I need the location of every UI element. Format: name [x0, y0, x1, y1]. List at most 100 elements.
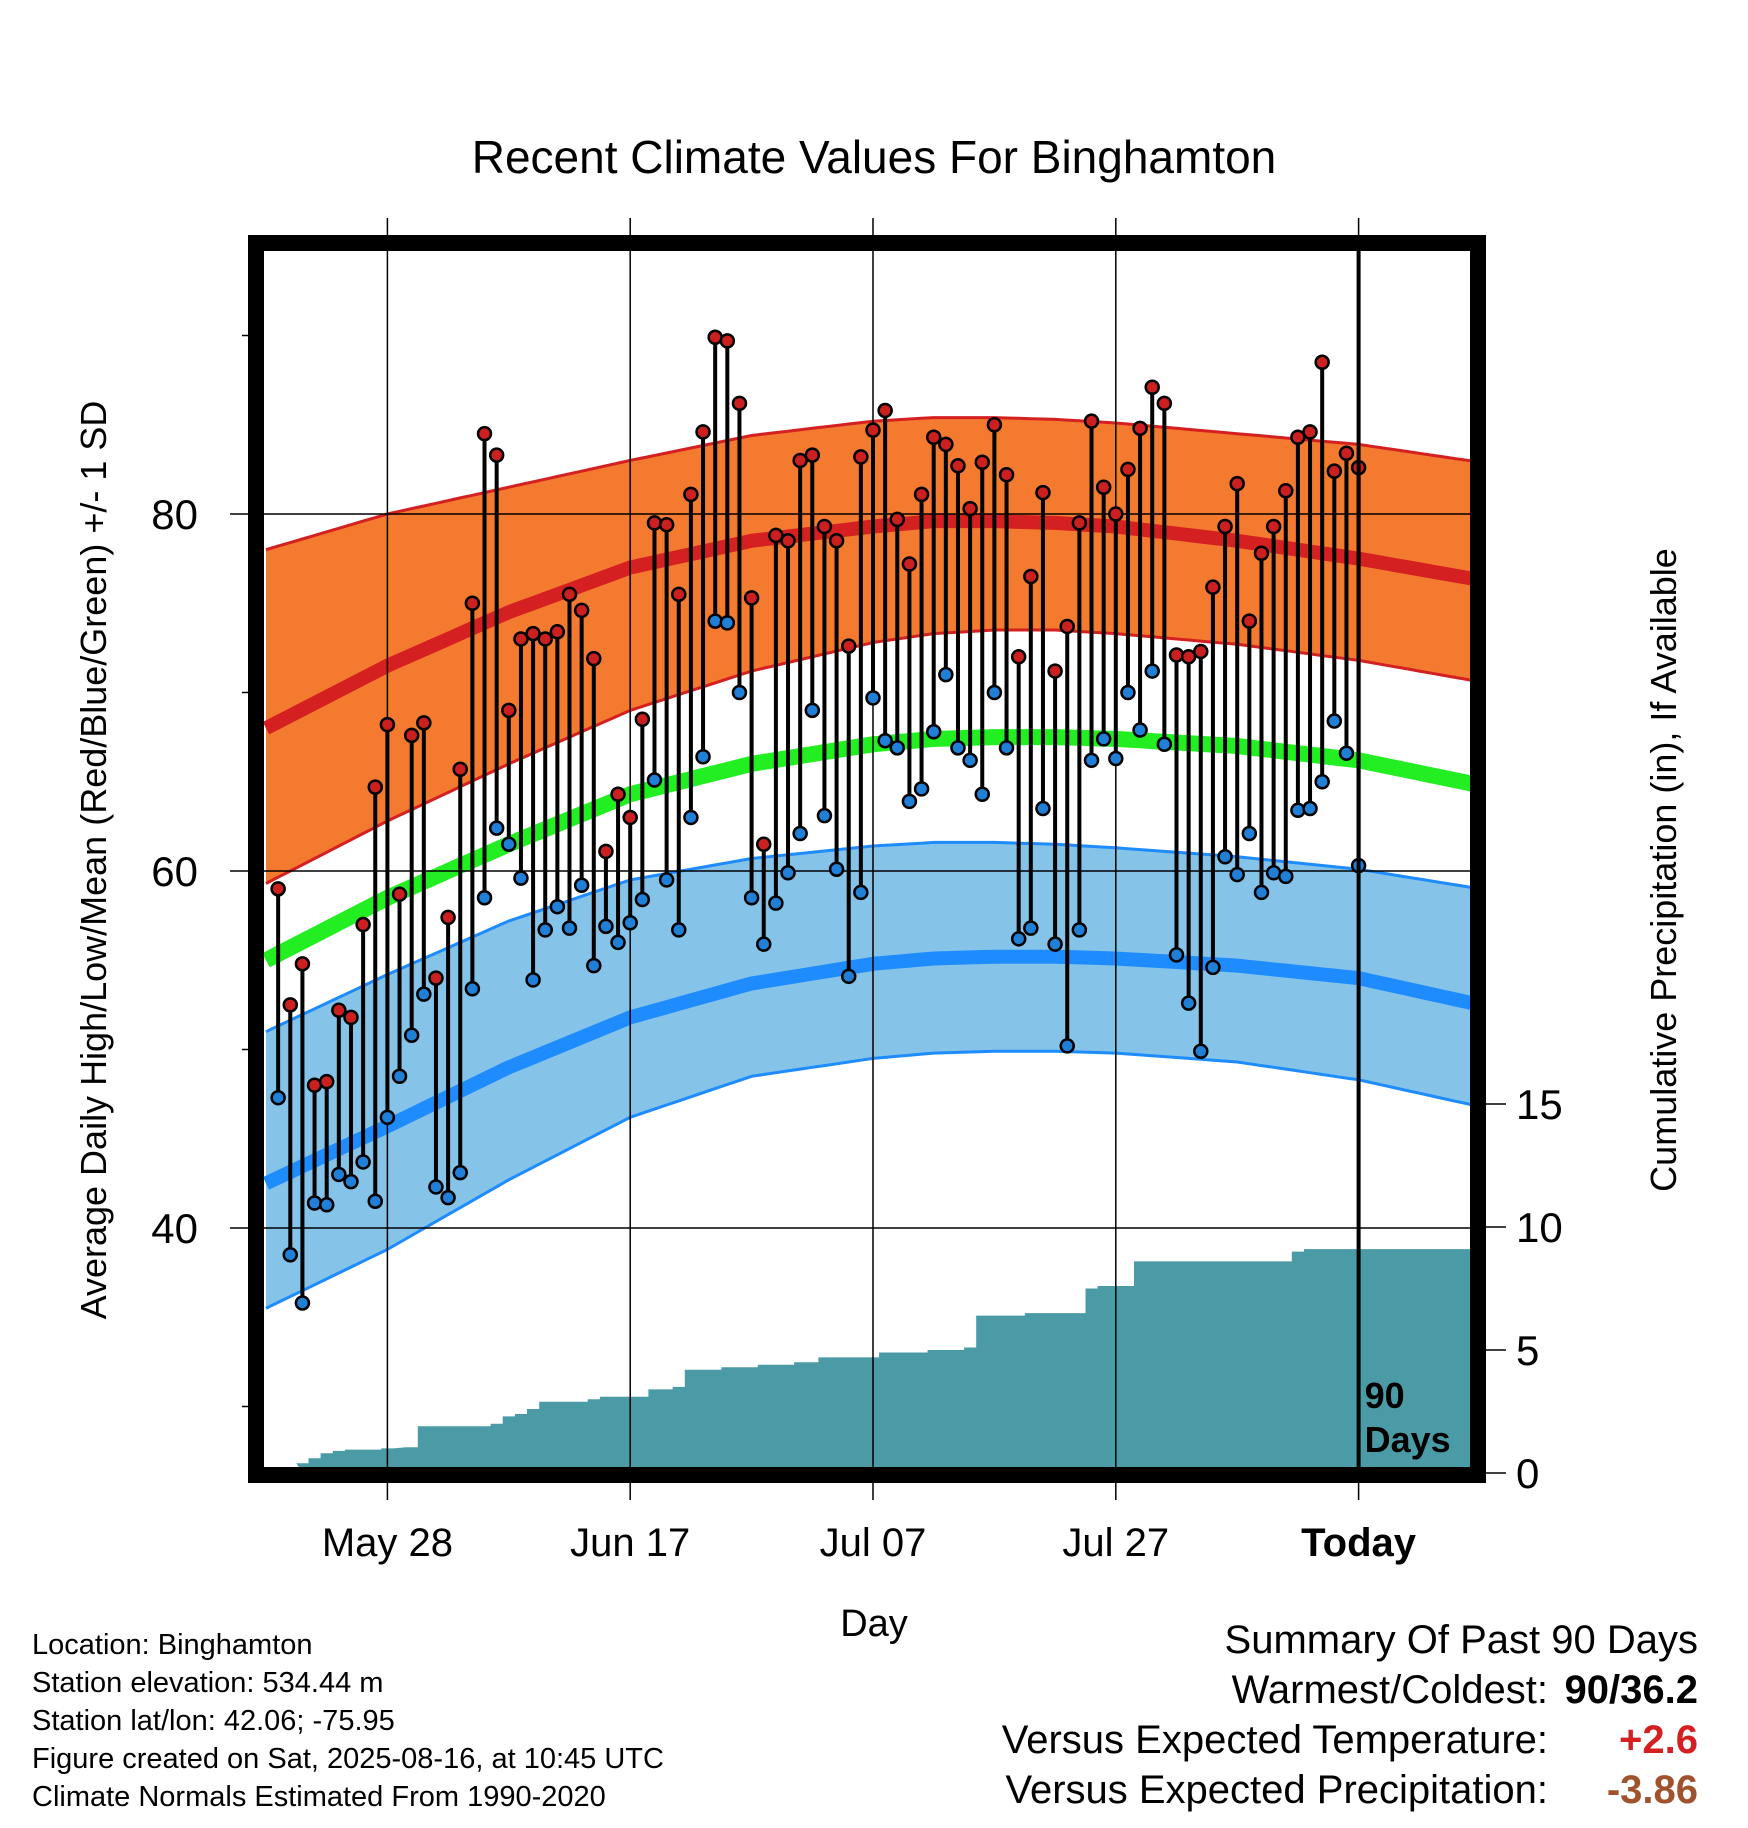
location-line: Location: Binghamton [32, 1629, 313, 1661]
high-point [488, 447, 505, 463]
high-point [1229, 475, 1245, 492]
low-point [901, 793, 918, 810]
x-tick-label: Jun 17 [570, 1521, 690, 1565]
high-point [440, 909, 456, 926]
y-axis-label-left: Average Daily High/Low/Mean (Red/Blue/Gr… [73, 401, 114, 1320]
high-point [1059, 618, 1075, 635]
low-point [1253, 884, 1270, 901]
low-point [950, 740, 966, 756]
today-days-label: Days [1365, 1419, 1451, 1460]
low-point [331, 1166, 347, 1183]
low-point [780, 865, 796, 881]
high-point [1010, 649, 1027, 665]
high-point [755, 836, 772, 852]
high-point [925, 429, 942, 445]
high-point [913, 486, 930, 503]
high-point [853, 449, 869, 465]
low-point [671, 922, 687, 938]
low-point [731, 684, 748, 701]
high-point [1302, 424, 1318, 440]
precip-area [296, 1249, 1473, 1470]
station-info: Location: Binghamton Station elevation: … [32, 1626, 664, 1816]
high-point [683, 486, 699, 503]
high-point [1290, 429, 1306, 445]
high-point [367, 779, 384, 795]
right-tick-label: 15 [1516, 1081, 1563, 1128]
low-point [998, 740, 1015, 756]
high-point [403, 727, 420, 744]
summary-panel: Summary Of Past 90 Days Warmest/Coldest:… [1002, 1618, 1698, 1818]
chart-title: Recent Climate Values For Binghamton [472, 131, 1277, 183]
high-point [634, 711, 651, 728]
high-point [1120, 461, 1136, 478]
high-point [610, 786, 626, 802]
right-tick-label: 0 [1516, 1450, 1539, 1497]
low-point [974, 786, 991, 802]
low-point [1229, 866, 1245, 883]
low-point [683, 809, 699, 826]
high-point [1314, 354, 1330, 371]
low-point [573, 877, 590, 894]
low-point [768, 895, 784, 911]
low-point [403, 1027, 420, 1043]
normals-line: Climate Normals Estimated From 1990-2020 [32, 1781, 606, 1813]
low-point [586, 957, 602, 974]
high-point [1132, 420, 1148, 437]
low-point [355, 1154, 371, 1170]
left-tick-label: 60 [151, 848, 198, 895]
high-point [1180, 649, 1197, 665]
low-point [840, 968, 857, 985]
low-point [1035, 800, 1051, 817]
low-point [1193, 1043, 1209, 1060]
high-point [391, 886, 408, 902]
low-point [1290, 802, 1306, 819]
high-point [671, 586, 687, 603]
low-point [501, 836, 517, 852]
low-point [634, 891, 651, 908]
low-point [877, 732, 893, 749]
low-point [306, 1195, 323, 1211]
x-tick-label: Jul 07 [820, 1521, 927, 1565]
high-point [525, 625, 541, 642]
high-point [1023, 568, 1039, 585]
high-point [768, 527, 784, 544]
high-point [865, 422, 881, 438]
x-tick-label: May 28 [322, 1521, 453, 1565]
low-point [695, 749, 711, 765]
low-point [270, 1089, 286, 1106]
warmest-coldest-value: 90/36.2 [1564, 1668, 1698, 1712]
low-point [598, 918, 614, 935]
low-point [792, 825, 808, 842]
low-point [938, 666, 954, 683]
high-point [622, 809, 638, 826]
high-point [1205, 579, 1221, 595]
high-point [282, 997, 299, 1013]
high-point [561, 586, 578, 603]
low-point [1302, 800, 1318, 817]
low-point [318, 1197, 335, 1213]
high-point [1095, 479, 1112, 495]
low-point [889, 740, 906, 756]
high-point [537, 631, 553, 647]
low-point [416, 986, 432, 1002]
high-point [1265, 518, 1282, 535]
low-point [537, 922, 553, 938]
high-point [998, 466, 1015, 483]
high-point [1108, 506, 1124, 522]
low-point [1071, 922, 1088, 938]
high-point [1168, 647, 1185, 663]
low-point [549, 898, 566, 915]
low-point [1338, 745, 1355, 761]
low-point [925, 724, 942, 740]
low-point [379, 1109, 396, 1126]
low-point [865, 690, 881, 706]
low-point [1144, 663, 1160, 679]
high-point [974, 454, 991, 470]
summary-header: Summary Of Past 90 Days [1224, 1618, 1698, 1662]
high-point [1083, 413, 1100, 429]
low-point [719, 615, 736, 631]
low-point [513, 870, 529, 886]
high-point [1047, 663, 1063, 679]
